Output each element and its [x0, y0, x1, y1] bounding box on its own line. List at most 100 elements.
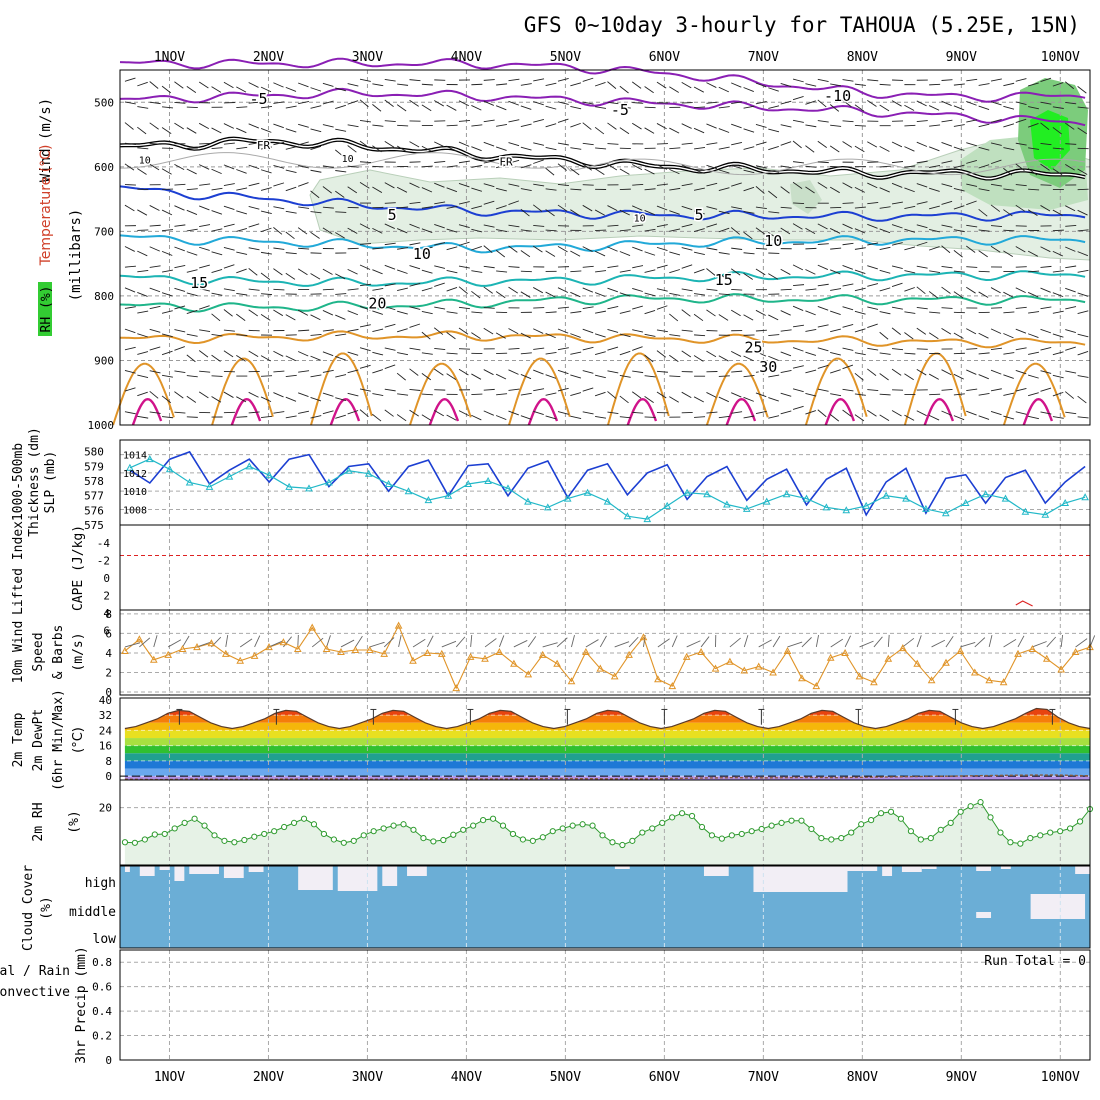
wind-speed-marker: [293, 644, 302, 652]
wind-barb: [211, 354, 221, 362]
wind-barb-10m: [801, 637, 812, 648]
wind-barb: [793, 202, 805, 204]
wind-barb-10m: [1046, 636, 1057, 648]
wind-barb: [619, 292, 631, 297]
wind-barb: [149, 328, 161, 333]
precip-tick: 0.8: [92, 956, 112, 969]
wind-barb: [854, 269, 866, 275]
wind-barb: [780, 100, 792, 105]
cloud-gap-high: [298, 866, 333, 890]
wind-barb: [904, 414, 915, 421]
wind-barb: [124, 246, 135, 252]
wind-barb: [805, 269, 816, 275]
wind-barb: [310, 355, 321, 361]
wind-barb: [1015, 142, 1027, 146]
wind-barb: [867, 347, 879, 351]
wind-barb: [137, 168, 147, 175]
wind-barb: [124, 204, 135, 212]
wind-barb: [743, 210, 755, 214]
wind-barb: [446, 104, 457, 111]
wind-barb: [533, 142, 545, 146]
wind-barb: [953, 270, 965, 273]
thickness-marker: [703, 490, 711, 498]
wind-barb: [397, 247, 409, 250]
thickness-marker: [364, 469, 373, 477]
wind-barb: [1040, 387, 1052, 392]
rh-marker: [758, 825, 765, 833]
wind-barb: [656, 81, 667, 89]
wind-barb: [310, 314, 321, 321]
wind-barb: [854, 414, 865, 422]
wind-barb: [458, 286, 468, 294]
wind-barb: [557, 163, 567, 171]
wind-barb: [793, 284, 805, 287]
wind-barb-10m: [960, 642, 976, 648]
cloud-gap-high: [407, 866, 427, 876]
wind-barb: [310, 87, 322, 92]
wind-barb: [458, 224, 470, 228]
wind-barb: [879, 393, 891, 396]
wind-barb: [1003, 82, 1015, 87]
thickness-tick: 578: [84, 475, 104, 488]
cloud-gap-high: [124, 866, 130, 872]
y-tick-label: 800: [94, 290, 114, 303]
temp-contour--10: [119, 57, 1086, 103]
wind-barb: [1027, 333, 1039, 338]
wind-barb: [545, 188, 557, 191]
wind-barb: [223, 205, 235, 210]
wind-barb: [929, 205, 940, 210]
wind-barb: [693, 251, 705, 255]
wind-barb: [372, 351, 384, 356]
wind-barb: [1065, 163, 1075, 171]
wind-barb: [854, 228, 866, 234]
wind-barb: [335, 104, 346, 109]
rh-marker: [1076, 818, 1084, 825]
wind-barb: [755, 206, 767, 210]
wind-barb: [854, 206, 866, 209]
wind-barb: [978, 332, 989, 339]
wind-barb: [644, 354, 654, 363]
wind-barb: [248, 182, 260, 187]
wind-barb: [149, 224, 161, 227]
wind-barb: [421, 228, 433, 233]
wind-barb: [508, 369, 519, 375]
wind-barb: [520, 188, 532, 192]
wind-barb: [248, 411, 260, 414]
wind-barb: [1015, 163, 1025, 171]
wind-barb: [805, 288, 817, 291]
wind-barb: [310, 231, 320, 239]
rh-marker: [121, 839, 129, 846]
wind-barb: [891, 100, 902, 107]
wind-barb: [149, 287, 161, 293]
thickness-marker: [424, 496, 433, 504]
wind-barb: [929, 165, 941, 168]
rh-marker: [678, 810, 686, 817]
rh-marker: [420, 835, 427, 842]
wind-barb: [570, 415, 582, 420]
ylabel-temp-units: (°C): [71, 727, 86, 753]
wind-barb: [718, 128, 730, 133]
wind-barb: [891, 265, 903, 270]
wind-barb: [261, 293, 273, 296]
wind-barb: [446, 228, 458, 233]
wind-barb: [582, 411, 594, 415]
wind-barb: [693, 210, 705, 215]
wind-barb: [792, 78, 804, 83]
wind-barb: [124, 328, 136, 334]
wind-barb: [805, 145, 815, 153]
wind-barb: [149, 246, 160, 252]
contour-label: 15: [190, 274, 208, 292]
thickness-marker: [225, 472, 234, 480]
wind-barb: [929, 393, 941, 396]
temp-contour-30: [607, 352, 670, 426]
wind-barb: [582, 204, 593, 212]
wind-barb: [211, 228, 223, 232]
temp-band: [120, 700, 1090, 708]
wind-barb: [570, 333, 581, 338]
wind-barb: [817, 306, 829, 311]
wind-barb: [904, 165, 916, 168]
wind-barb: [805, 83, 817, 87]
wind-barb-10m: [527, 636, 537, 648]
wind-barb: [285, 272, 296, 280]
wind-barb: [867, 79, 879, 82]
